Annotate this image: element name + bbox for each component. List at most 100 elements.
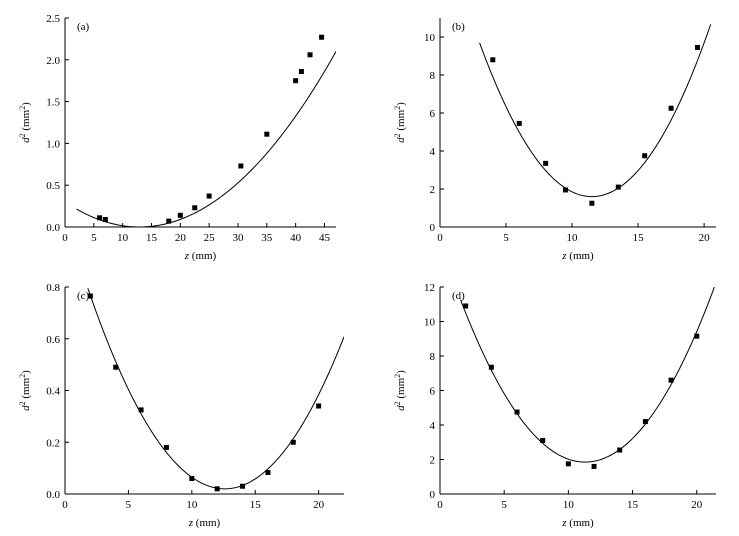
x-tick-label: 5	[501, 499, 507, 511]
y-axis-unit: (mm	[395, 109, 407, 133]
data-point	[102, 216, 108, 222]
y-axis-sup: 2	[18, 401, 27, 405]
data-point	[293, 78, 299, 84]
y-tick-label: 1.0	[46, 138, 60, 150]
y-axis-unit-sup: 2	[393, 374, 402, 378]
x-axis-unit: (mm)	[193, 517, 221, 529]
y-axis-unit: (mm	[20, 109, 32, 133]
data-point	[642, 419, 648, 425]
x-tick-label: 40	[290, 232, 302, 244]
data-point	[113, 364, 119, 370]
data-point	[565, 461, 571, 467]
data-point	[668, 105, 674, 111]
data-point	[591, 463, 597, 469]
y-axis-close: )	[20, 102, 32, 106]
data-point	[490, 57, 496, 63]
x-axis-var: z	[561, 250, 567, 262]
data-point	[163, 444, 169, 450]
x-tick-label: 15	[627, 499, 639, 511]
panel-label-b: (b)	[452, 21, 465, 33]
x-axis-unit: (mm)	[189, 250, 217, 262]
data-point	[463, 303, 469, 309]
data-point	[589, 200, 595, 206]
y-tick-label: 2.5	[46, 13, 60, 25]
y-axis-label: d2 (mm2)	[393, 102, 407, 143]
data-point	[97, 215, 103, 221]
x-axis-label: z (mm)	[188, 517, 221, 529]
x-tick-label: 15	[633, 232, 645, 244]
y-tick-label: 0.6	[46, 334, 60, 346]
data-point	[138, 407, 144, 413]
data-point	[214, 486, 220, 492]
data-point	[695, 44, 701, 50]
y-tick-label: 0.5	[46, 180, 60, 192]
y-tick-label: 0	[430, 489, 436, 501]
data-point	[238, 163, 244, 169]
y-tick-label: 0.2	[46, 437, 60, 449]
x-tick-label: 20	[699, 232, 711, 244]
data-point	[87, 293, 93, 299]
data-point	[166, 218, 172, 224]
data-point	[668, 377, 674, 383]
x-tick-label: 20	[691, 499, 703, 511]
data-point	[265, 470, 271, 476]
x-axis-unit: (mm)	[567, 517, 595, 529]
x-axis-var: z	[561, 517, 567, 529]
y-tick-label: 8	[430, 351, 436, 363]
data-point	[319, 34, 325, 40]
panel-c: 0 5 10 15 200.00.20.40.60.8z (mm)d2 (mm2)(c)	[18, 282, 344, 529]
y-axis-unit: (mm	[20, 377, 32, 401]
data-point	[298, 69, 304, 75]
x-tick-label: 15	[250, 499, 262, 511]
data-point	[642, 153, 648, 159]
data-point	[307, 52, 313, 58]
y-tick-label: 12	[424, 282, 435, 294]
x-tick-label: 10	[186, 499, 198, 511]
y-tick-label: 1.5	[46, 97, 60, 109]
y-axis-close: )	[395, 102, 407, 106]
x-tick-label: 45	[319, 232, 331, 244]
y-axis-label: d2 (mm2)	[18, 370, 32, 411]
y-tick-label: 2	[430, 455, 436, 467]
x-tick-label: 10	[117, 232, 129, 244]
y-tick-label: 2	[430, 184, 436, 196]
x-tick-label: 0	[62, 232, 68, 244]
y-axis-unit: (mm	[395, 377, 407, 401]
data-point	[488, 364, 494, 370]
x-tick-label: 0	[62, 499, 68, 511]
fit-curve	[87, 287, 344, 490]
x-tick-label: 0	[437, 232, 443, 244]
x-tick-label: 5	[91, 232, 97, 244]
y-axis-unit-sup: 2	[18, 106, 27, 110]
x-axis-label: z (mm)	[561, 250, 594, 262]
y-axis-label: d2 (mm2)	[393, 370, 407, 411]
x-axis-label: z (mm)	[184, 250, 217, 262]
y-axis-sup: 2	[18, 133, 27, 137]
x-tick-label: 0	[437, 499, 443, 511]
y-tick-label: 8	[430, 70, 436, 82]
data-point	[615, 184, 621, 190]
data-point	[290, 439, 296, 445]
x-axis-label: z (mm)	[561, 517, 594, 529]
y-tick-label: 0	[430, 222, 436, 234]
x-tick-label: 10	[567, 232, 579, 244]
panel-label-c: (c)	[77, 290, 90, 302]
y-axis-var: d	[395, 405, 407, 411]
x-tick-label: 10	[563, 499, 575, 511]
y-axis-unit-sup: 2	[18, 374, 27, 378]
y-axis-label: d2 (mm2)	[18, 102, 32, 143]
y-tick-label: 0.4	[46, 386, 60, 398]
data-point	[514, 409, 520, 415]
y-axis-close: )	[395, 370, 407, 374]
y-tick-label: 0.0	[46, 222, 60, 234]
y-axis-unit-sup: 2	[393, 106, 402, 110]
data-point	[617, 447, 623, 453]
data-point	[694, 333, 700, 339]
y-tick-label: 4	[430, 146, 436, 158]
x-tick-label: 25	[204, 232, 216, 244]
y-tick-label: 0.8	[46, 282, 60, 294]
panel-a: 0 5 10 15 20 25 30 35 40 45 0.0 0.5 1.0 1.5 2.0 2.5 z (m…	[18, 13, 336, 262]
x-tick-label: 30	[232, 232, 244, 244]
y-axis-var: d	[20, 405, 32, 411]
